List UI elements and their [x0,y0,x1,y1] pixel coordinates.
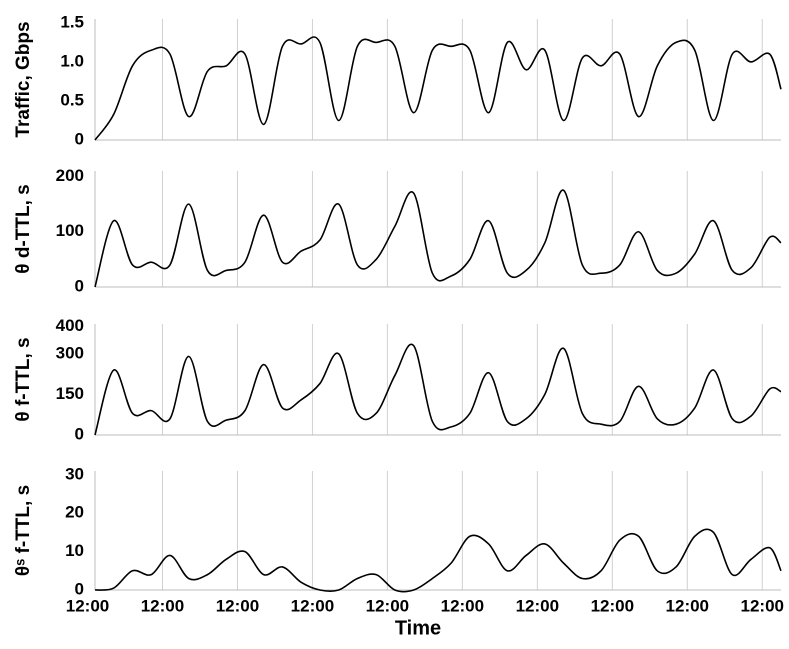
data-line [94,36,782,141]
x-tick-label: 12:00 [291,596,334,615]
y-tick-label: 100 [56,221,84,240]
y-tick-label: 400 [56,316,84,335]
y-tick-label: 20 [65,503,84,522]
x-tick-label: 12:00 [666,596,709,615]
x-tick-label: 12:00 [741,596,784,615]
y-tick-label: 0 [75,424,84,443]
y-axis-label: θ f-TTL, s [13,337,34,421]
x-tick-label: 12:00 [216,596,259,615]
data-line [94,528,782,593]
y-tick-label: 10 [65,541,84,560]
y-tick-label: 300 [56,343,84,362]
y-axis-label: θˢ f-TTL, s [13,485,34,576]
y-tick-label: 0 [75,129,84,148]
y-tick-label: 150 [56,384,84,403]
y-tick-label: 1.0 [60,51,84,70]
x-tick-label: 12:00 [441,596,484,615]
y-tick-label: 30 [65,464,84,483]
x-tick-label: 12:00 [66,596,109,615]
data-line [94,343,782,436]
x-tick-label: 12:00 [516,596,559,615]
y-tick-label: 0.5 [60,90,84,109]
x-tick-label: 12:00 [366,596,409,615]
data-line [94,189,782,288]
y-axis-label: θ d-TTL, s [13,184,34,273]
y-tick-label: 1.5 [60,12,84,31]
y-tick-label: 0 [75,579,84,598]
x-tick-label: 12:00 [141,596,184,615]
y-axis-label: Traffic, Gbps [13,21,34,137]
y-tick-label: 0 [75,276,84,295]
x-tick-label: 12:00 [591,596,634,615]
x-axis-label: Time [395,617,441,639]
y-tick-label: 200 [56,166,84,185]
